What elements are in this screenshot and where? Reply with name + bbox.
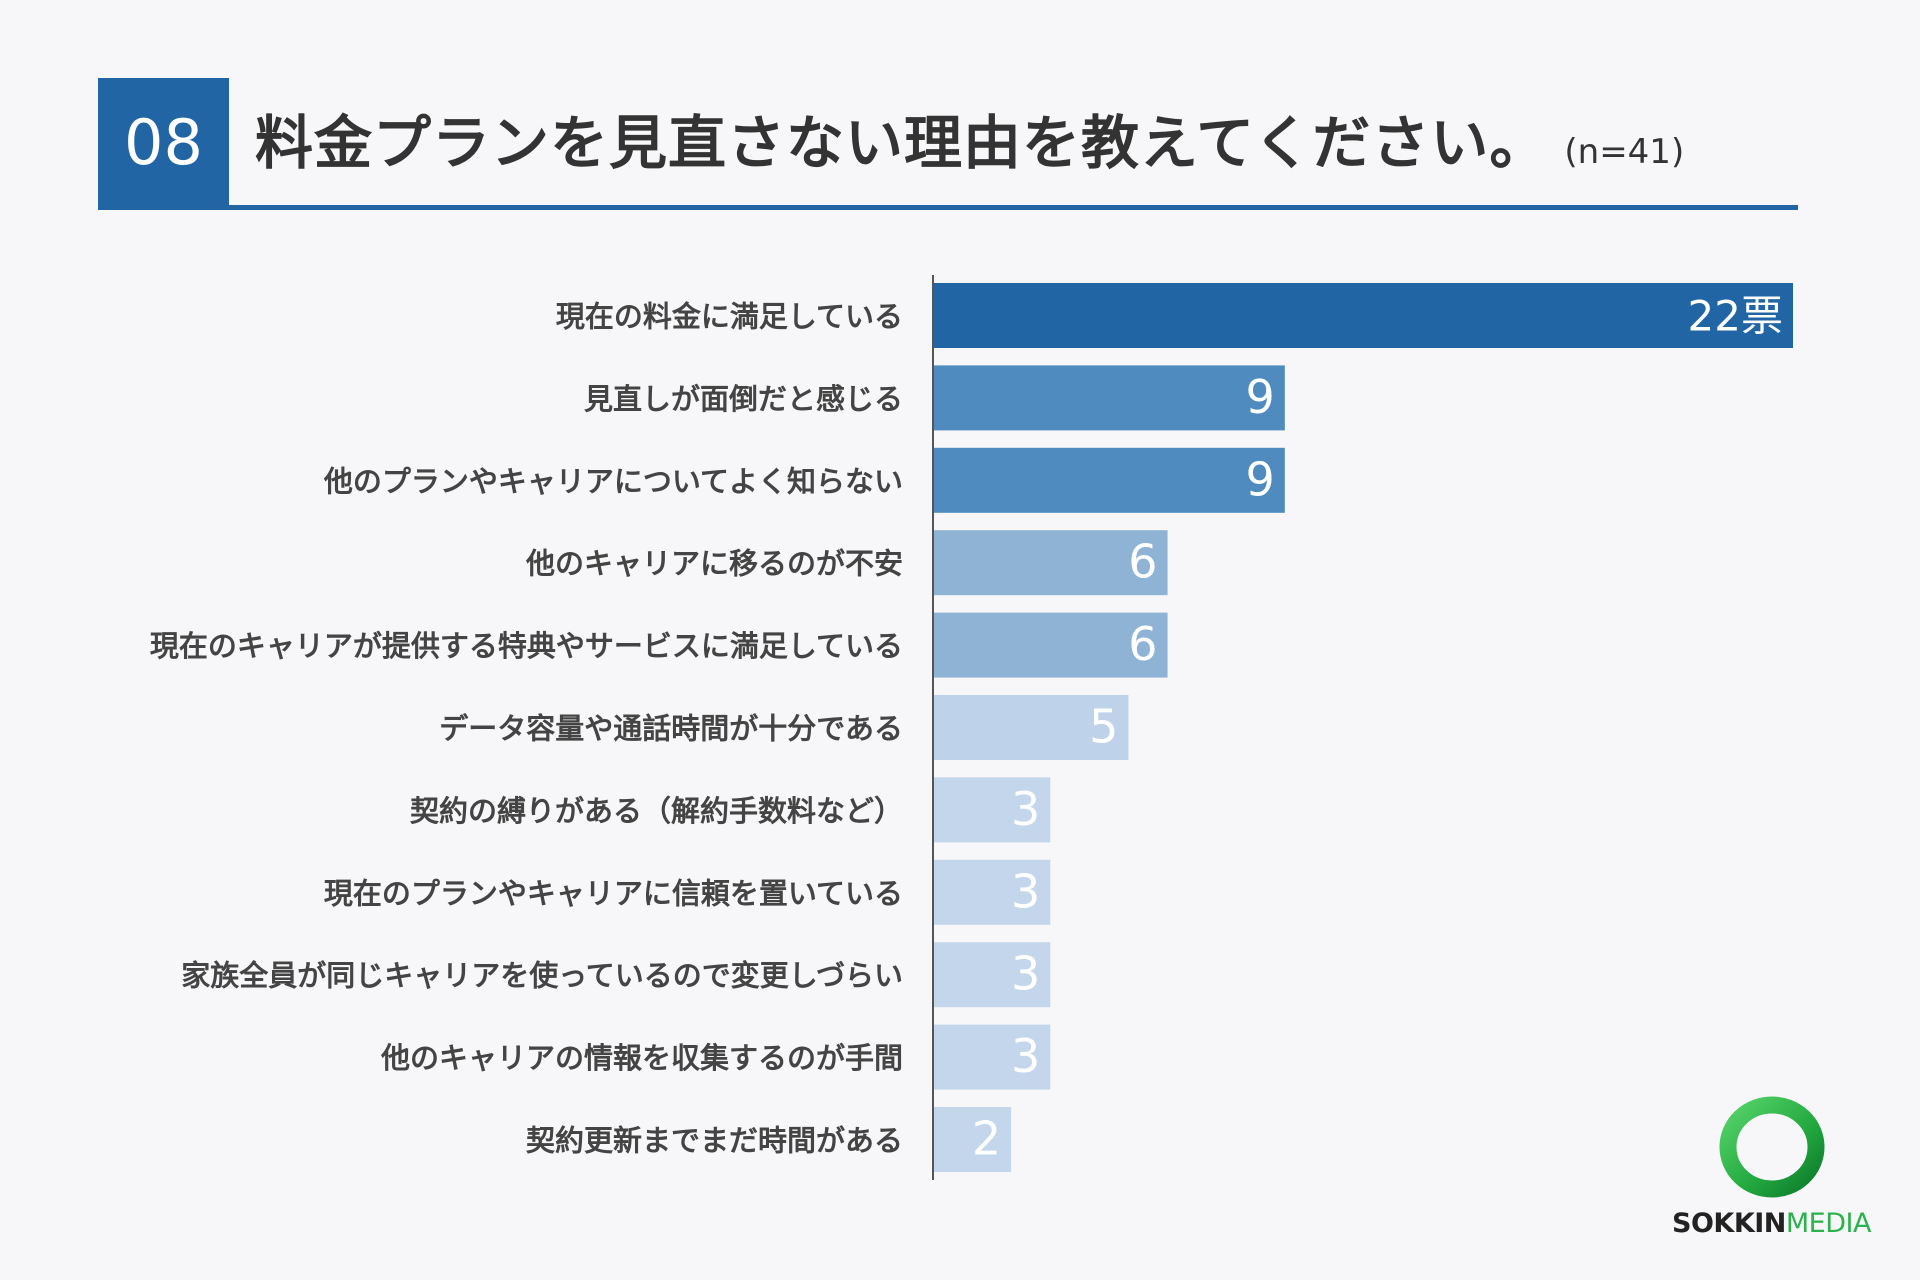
value-label-11: 2 (972, 1112, 1001, 1166)
bar-5 (933, 612, 1168, 678)
value-label-8: 3 (1011, 864, 1040, 918)
bar-11 (933, 1107, 1012, 1172)
category-label-3: 他のプランやキャリアについてよく知らない (323, 464, 903, 498)
bar-1 (933, 283, 1793, 348)
title-underline (98, 205, 1798, 210)
sokkin-media-logo-icon (1719, 1096, 1825, 1198)
bar-4 (933, 530, 1168, 596)
bar-8 (933, 859, 1051, 925)
value-label-5: 6 (1128, 617, 1157, 671)
value-label-7: 3 (1011, 782, 1040, 836)
title-text: 料金プランを見直さない理由を教えてください。 (255, 109, 1549, 177)
category-label-1: 現在の料金に満足している (556, 300, 903, 334)
category-label-11: 契約更新までまだ時間がある (526, 1124, 903, 1158)
value-label-1: 22票 (1688, 292, 1783, 341)
category-label-10: 他のキャリアの情報を収集するのが手間 (380, 1041, 903, 1075)
logo-text-sokkin: SOKKIN (1672, 1208, 1786, 1239)
value-label-9: 3 (1011, 947, 1040, 1001)
bar-3 (933, 447, 1285, 513)
value-label-3: 9 (1246, 452, 1275, 506)
bar-10 (933, 1024, 1051, 1090)
value-label-10: 3 (1011, 1029, 1040, 1083)
category-label-6: データ容量や通話時間が十分である (439, 712, 903, 746)
bar-6 (933, 695, 1129, 760)
bar-9 (933, 942, 1051, 1008)
bar-2 (933, 365, 1285, 431)
question-number-badge: 08 (98, 78, 229, 208)
value-label-2: 9 (1246, 370, 1275, 424)
category-label-5: 現在のキャリアが提供する特典やサービスに満足している (150, 629, 903, 663)
category-label-9: 家族全員が同じキャリアを使っているので変更しづらい (181, 959, 903, 993)
sample-size: (n=41) (1564, 132, 1685, 172)
category-label-4: 他のキャリアに移るのが不安 (525, 547, 903, 581)
logo-text-media: MEDIA (1785, 1208, 1872, 1239)
value-label-4: 6 (1128, 535, 1157, 589)
category-label-8: 現在のプランやキャリアに信頼を置いている (324, 876, 903, 910)
question-title: 料金プランを見直さない理由を教えてください。 (n=41) (255, 96, 1684, 186)
value-label-6: 5 (1089, 700, 1118, 754)
category-label-7: 契約の縛りがある（解約手数料など） (410, 794, 903, 828)
bar-7 (933, 777, 1051, 843)
category-label-2: 見直しが面倒だと感じる (584, 382, 903, 416)
logo-wordmark: SOKKINMEDIA (1672, 1208, 1871, 1239)
